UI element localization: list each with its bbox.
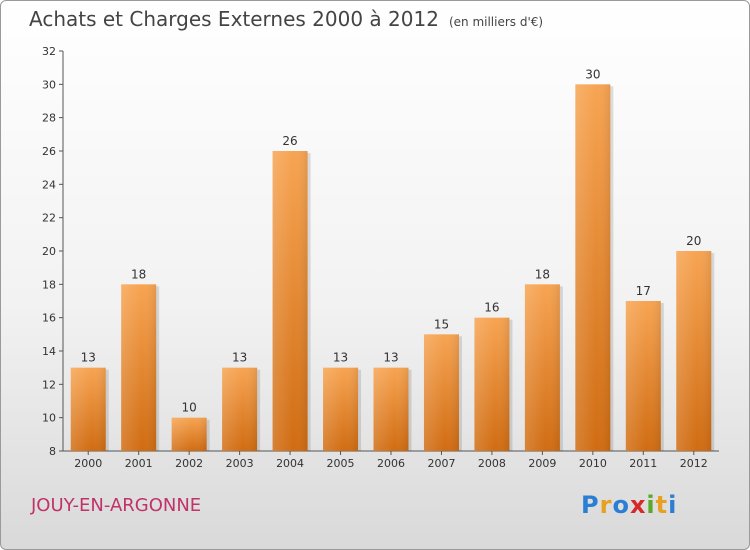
x-tick-label: 2002 [175, 457, 203, 470]
bar-highlight [474, 317, 510, 451]
value-label: 15 [434, 317, 449, 331]
value-label: 10 [182, 401, 197, 415]
x-tick-label: 2009 [528, 457, 556, 470]
value-label: 16 [484, 301, 499, 315]
bar-highlight [575, 84, 611, 451]
bar-highlight [676, 251, 712, 451]
value-label: 13 [81, 351, 96, 365]
chart-title: Achats et Charges Externes 2000 à 2012 (e… [29, 7, 543, 31]
value-label: 20 [686, 234, 701, 248]
value-label: 13 [232, 351, 247, 365]
logo-letter: i [668, 491, 678, 519]
place-name: JOUY-EN-ARGONNE [31, 495, 202, 516]
value-label: 26 [282, 134, 297, 148]
bar-highlight [121, 284, 157, 451]
x-tick-label: 2007 [427, 457, 455, 470]
value-label: 13 [333, 351, 348, 365]
bar-highlight [222, 367, 258, 451]
x-tick-label: 2010 [579, 457, 607, 470]
logo-letter: t [655, 491, 669, 519]
bar-highlight [625, 301, 661, 451]
bars-group [70, 84, 715, 451]
bar-highlight [323, 367, 359, 451]
y-tick-label: 24 [42, 178, 56, 191]
y-tick-label: 28 [42, 112, 56, 125]
bar-highlight [524, 284, 560, 451]
value-label: 17 [636, 284, 651, 298]
value-label: 30 [585, 67, 600, 81]
value-label: 18 [535, 267, 550, 281]
x-tick-label: 2001 [125, 457, 153, 470]
value-label: 13 [383, 351, 398, 365]
x-tick-label: 2012 [680, 457, 708, 470]
logo-letter: x [629, 491, 647, 519]
y-tick-label: 8 [49, 445, 56, 458]
x-tick-label: 2000 [74, 457, 102, 470]
bar-highlight [373, 367, 409, 451]
y-tick-label: 22 [42, 212, 56, 225]
logo-letter: o [612, 491, 630, 519]
y-tick-label: 30 [42, 78, 56, 91]
y-tick-label: 12 [42, 378, 56, 391]
y-tick-label: 32 [42, 45, 56, 58]
x-tick-label: 2008 [478, 457, 506, 470]
x-tick-label: 2006 [377, 457, 405, 470]
bar-highlight [171, 417, 207, 451]
logo-letter: i [646, 491, 656, 519]
labels-group: 2000 13 2001 18 2002 10 2003 13 2004 26 2005 13 2006… [74, 67, 708, 470]
value-label: 18 [131, 267, 146, 281]
proxiti-logo: Proxiti [581, 491, 677, 519]
title-text: Achats et Charges Externes 2000 à 2012 [29, 7, 439, 31]
y-tick-label: 26 [42, 145, 56, 158]
y-tick-label: 14 [42, 345, 56, 358]
y-tick-label: 10 [42, 412, 56, 425]
logo-letter: P [581, 491, 600, 519]
y-tick-label: 16 [42, 312, 56, 325]
bar-highlight [423, 334, 459, 451]
bar-highlight [272, 151, 308, 451]
bar-highlight [70, 367, 106, 451]
y-tick-label: 18 [42, 278, 56, 291]
x-tick-label: 2005 [327, 457, 355, 470]
logo-letter: r [599, 491, 613, 519]
y-tick-label: 20 [42, 245, 56, 258]
x-tick-label: 2003 [226, 457, 254, 470]
x-tick-label: 2004 [276, 457, 304, 470]
x-tick-label: 2011 [629, 457, 657, 470]
chart-subtitle: (en milliers d'€) [448, 15, 544, 29]
